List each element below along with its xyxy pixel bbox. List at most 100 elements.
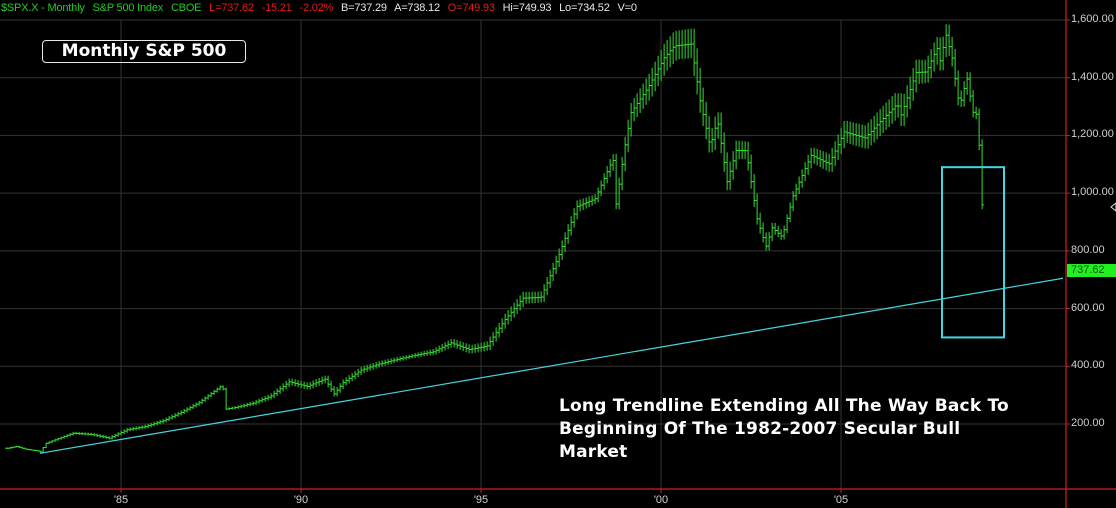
price-bar bbox=[182, 408, 187, 415]
price-bar bbox=[620, 157, 625, 191]
price-bar bbox=[206, 394, 211, 400]
price-bar bbox=[923, 59, 928, 84]
price-bar bbox=[743, 141, 748, 159]
price-bar bbox=[359, 366, 364, 375]
last-price-tag: 737.62 bbox=[1067, 264, 1116, 277]
price-bar bbox=[512, 302, 517, 318]
price-bar bbox=[812, 147, 817, 164]
price-bar bbox=[815, 148, 820, 166]
price-bar bbox=[545, 276, 550, 296]
y-tick-label: 400.00 bbox=[1071, 359, 1105, 372]
price-bar bbox=[119, 430, 124, 436]
price-bar bbox=[212, 389, 217, 395]
price-bar bbox=[167, 416, 172, 422]
price-bar bbox=[497, 322, 502, 338]
x-tick-label: '95 bbox=[473, 494, 489, 506]
highlight-box bbox=[941, 166, 1005, 339]
price-bar bbox=[896, 93, 901, 118]
volume: V=0 bbox=[617, 2, 637, 14]
price-bar bbox=[272, 390, 277, 399]
price-bar bbox=[164, 417, 169, 423]
price-bar bbox=[851, 122, 856, 145]
price-bar bbox=[671, 32, 676, 64]
price-bar bbox=[797, 176, 802, 195]
price-bar bbox=[599, 180, 604, 197]
price-bar bbox=[434, 347, 439, 355]
price-bar bbox=[611, 154, 616, 171]
y-tick-label: 1,200.00 bbox=[1071, 128, 1114, 141]
price-bar bbox=[329, 380, 334, 393]
price-bar bbox=[881, 105, 886, 133]
y-tick-label: 1,600.00 bbox=[1071, 13, 1114, 25]
price-bar bbox=[842, 121, 847, 149]
price-bar bbox=[197, 400, 202, 406]
price-bar bbox=[971, 89, 976, 118]
price-bar bbox=[662, 43, 667, 76]
price-bar bbox=[326, 375, 331, 388]
price-bar bbox=[689, 28, 694, 59]
price-bar bbox=[506, 310, 511, 325]
price-bar bbox=[467, 344, 472, 354]
price-bar bbox=[698, 67, 703, 113]
price-bar bbox=[638, 88, 643, 114]
price-bar bbox=[953, 48, 958, 87]
price-bar bbox=[194, 402, 199, 408]
index-name: S&P 500 Index bbox=[92, 2, 164, 14]
price-bar bbox=[554, 255, 559, 275]
price-bar bbox=[464, 343, 469, 353]
price-bar bbox=[758, 212, 763, 234]
price-bar bbox=[644, 78, 649, 105]
price-bar bbox=[740, 141, 745, 160]
price-bar bbox=[440, 343, 445, 352]
price-bar bbox=[278, 385, 283, 394]
price-bar bbox=[215, 387, 220, 393]
annotation-line: Long Trendline Extending All The Way Bac… bbox=[559, 396, 1009, 416]
price-bar bbox=[872, 115, 877, 143]
y-tick-label: 1,000.00 bbox=[1071, 186, 1114, 199]
price-bar bbox=[722, 132, 727, 172]
price-bar bbox=[791, 190, 796, 212]
price-bar bbox=[53, 438, 58, 442]
price-bar bbox=[827, 153, 832, 172]
price-bar bbox=[908, 76, 913, 110]
price-bar bbox=[956, 70, 961, 106]
price-bar bbox=[803, 162, 808, 182]
trendline-annotation: Long Trendline Extending All The Way Bac… bbox=[559, 395, 1079, 464]
price-bar bbox=[653, 61, 658, 92]
price-bar bbox=[542, 284, 547, 303]
price-bar bbox=[833, 141, 838, 166]
price-bar bbox=[170, 414, 175, 420]
price-bar bbox=[293, 379, 298, 387]
price-bar bbox=[860, 124, 865, 148]
y-tick-label: 800.00 bbox=[1071, 243, 1105, 256]
last-price: L=737.62 bbox=[209, 2, 254, 14]
price-bar bbox=[347, 375, 352, 384]
price-bar bbox=[602, 173, 607, 190]
price-bar bbox=[221, 385, 226, 391]
price-bar bbox=[455, 340, 460, 349]
price-bar bbox=[605, 166, 610, 184]
price-bar bbox=[296, 380, 301, 388]
price-bar bbox=[209, 391, 214, 398]
price-bar bbox=[113, 433, 118, 439]
price-bar bbox=[122, 429, 127, 435]
price-bar bbox=[218, 385, 223, 391]
price-bar bbox=[764, 232, 769, 251]
price-bar bbox=[830, 148, 835, 172]
price-bar bbox=[287, 378, 292, 388]
price-bar bbox=[686, 29, 691, 59]
price-bar bbox=[929, 49, 934, 79]
price-bar bbox=[845, 120, 850, 143]
price-bar bbox=[275, 388, 280, 397]
price-bar bbox=[503, 313, 508, 329]
price-bar bbox=[794, 183, 799, 201]
price-bar bbox=[737, 140, 742, 160]
price-bar bbox=[488, 336, 493, 351]
price-bar bbox=[494, 327, 499, 342]
price-bar bbox=[668, 36, 673, 68]
price-bar bbox=[767, 231, 772, 251]
price-bar bbox=[920, 59, 925, 84]
exchange-label: CBOE bbox=[170, 2, 202, 14]
price-bar bbox=[710, 128, 715, 153]
